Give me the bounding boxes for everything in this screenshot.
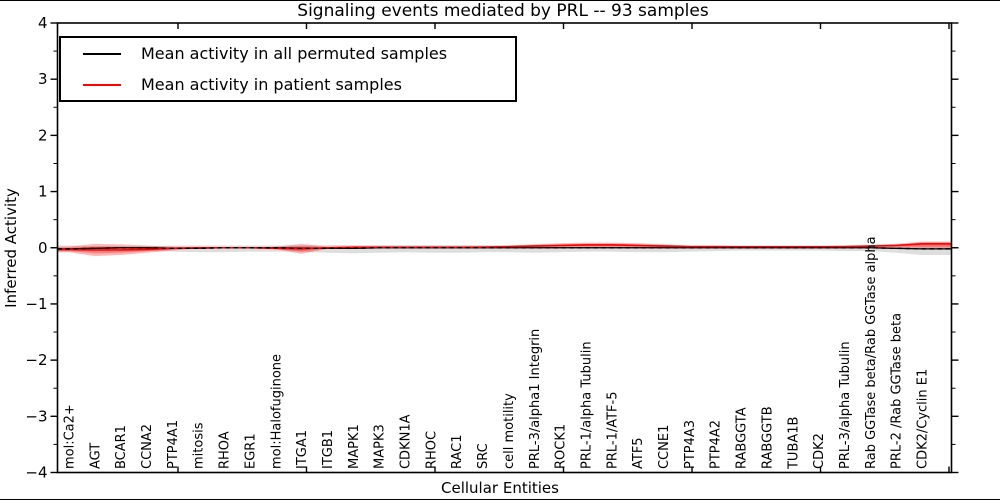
chart-title: Signaling events mediated by PRL -- 93 s…	[297, 1, 709, 21]
x-tick-label: RAC1	[450, 434, 465, 469]
y-axis-label: Inferred Activity	[2, 188, 20, 308]
y-tick-label: 4	[38, 14, 48, 32]
permuted-samples-range-band	[57, 243, 952, 256]
mean-lines	[57, 243, 952, 251]
zero-dashed-line	[57, 247, 952, 250]
x-tick-label: CDK2/Cyclin E1	[916, 369, 931, 469]
x-tick-label: EGR1	[243, 433, 258, 469]
x-tick-label: ROCK1	[554, 424, 569, 469]
y-tick-label: −1	[25, 295, 47, 313]
x-tick-label: PTP4A2	[709, 420, 724, 469]
x-tick-label: RABGGTA	[735, 407, 750, 469]
x-tick-label: RHOA	[218, 431, 233, 469]
x-tick-label: PRL-1/ATF-5	[605, 392, 620, 470]
x-tick-label: PRL-3/alpha Tubulin	[838, 341, 853, 469]
x-tick-label: PRL-3/alpha1 Integrin	[528, 329, 543, 469]
x-tick-label: MAPK1	[347, 424, 362, 469]
x-tick-label: Rab GGTase beta/Rab GGTase alpha	[864, 236, 879, 469]
x-tick-label: RABGGTB	[760, 406, 775, 469]
x-tick-label: SRC	[476, 443, 491, 469]
x-tick-label: CDKN1A	[399, 414, 414, 469]
x-tick-label: mol:Halofuginone	[269, 354, 284, 469]
x-tick-label: MAPK3	[373, 424, 388, 469]
y-tick-label: 3	[38, 70, 48, 88]
x-tick-label: CCNE1	[657, 425, 672, 469]
x-tick-label: PRL-1/alpha Tubulin	[579, 341, 594, 469]
black-line-sample-icon	[83, 52, 121, 55]
x-tick-label: ITGB1	[321, 430, 336, 469]
y-tick-label: −2	[25, 351, 47, 369]
y-tick-label: 0	[38, 239, 48, 257]
x-tick-label: ITGA1	[295, 430, 310, 469]
x-tick-label: cell motility	[502, 393, 517, 469]
red-line-sample-icon	[83, 83, 121, 86]
x-tick-label: CCNA2	[140, 424, 155, 469]
legend: Mean activity in all permuted samples Me…	[59, 36, 517, 102]
y-tick-label: 1	[38, 183, 48, 201]
x-tick-label: mitosis	[192, 422, 207, 469]
x-category-labels: mol:Ca2+ AGT BCAR1 CCNA2 PTP4A1 mitosis RHOA EG…	[63, 236, 931, 470]
x-tick-label: RHOC	[424, 431, 439, 469]
x-tick-label: AGT	[88, 443, 103, 469]
x-tick-label: ATF5	[631, 437, 646, 469]
x-tick-label: mol:Ca2+	[63, 404, 78, 469]
x-tick-label: CDK2	[812, 433, 827, 469]
y-tick-label: −4	[25, 464, 47, 482]
y-tick-label: −3	[25, 407, 47, 425]
x-axis-label: Cellular Entities	[441, 479, 559, 497]
y-tick-labels: 4 3 2 1 0 −1 −2 −3 −4	[25, 14, 47, 482]
x-tick-label: TUBA1B	[786, 417, 801, 470]
x-tick-label: PRL-2 /Rab GGTase beta	[890, 313, 905, 469]
x-tick-label: PTP4A3	[683, 420, 698, 469]
legend-item-patient: Mean activity in patient samples	[61, 69, 515, 100]
axis-ticks	[50, 22, 959, 474]
y-tick-label: 2	[38, 126, 48, 144]
x-tick-label: PTP4A1	[166, 420, 181, 469]
legend-label-patient: Mean activity in patient samples	[141, 75, 402, 94]
legend-label-permuted: Mean activity in all permuted samples	[141, 44, 448, 63]
legend-item-permuted: Mean activity in all permuted samples	[61, 38, 515, 69]
x-tick-label: BCAR1	[114, 425, 129, 469]
